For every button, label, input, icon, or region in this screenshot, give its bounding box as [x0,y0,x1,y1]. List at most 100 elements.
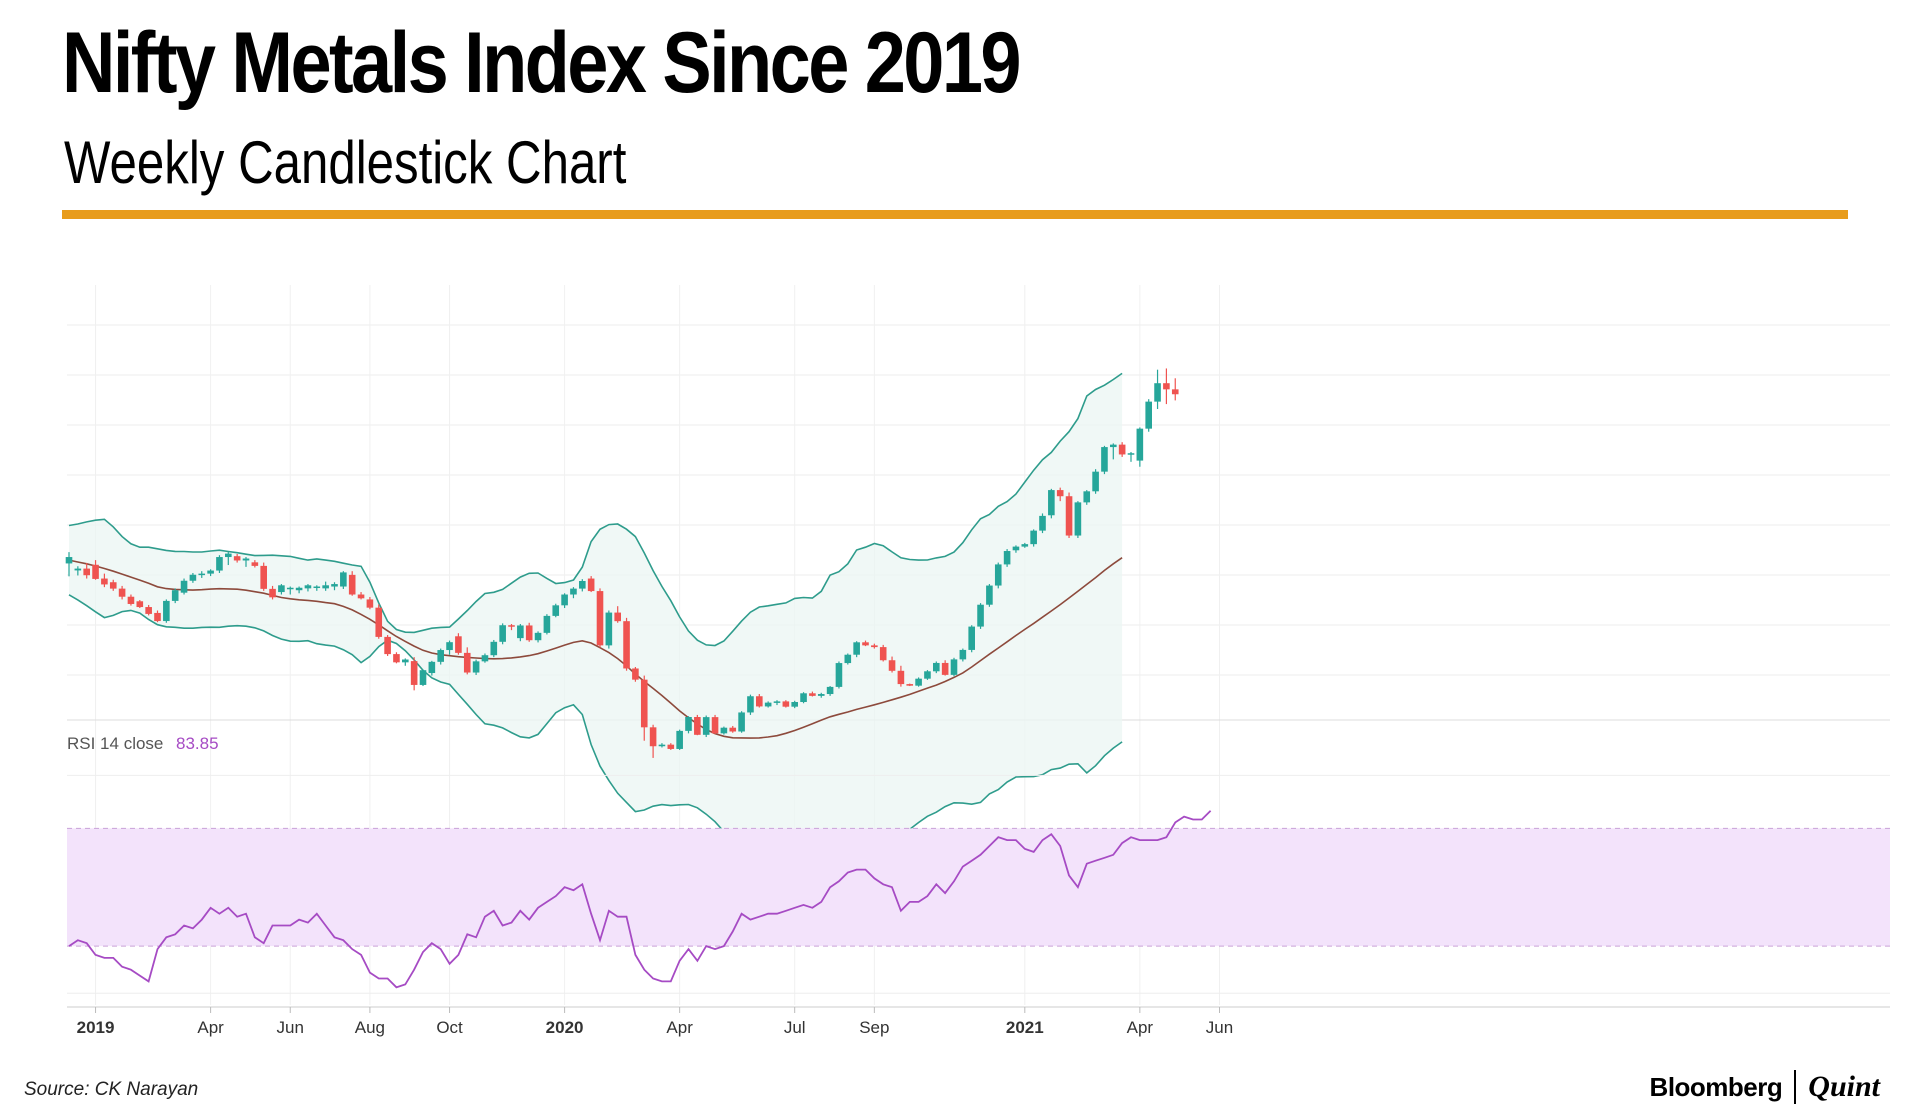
candle [977,603,984,629]
candle [1145,399,1152,432]
candle [446,640,453,655]
candle [278,584,285,595]
x-axis: 2019 Apr Jun Aug Oct 2020 Apr Jul Sep 2021 Apr Jun [67,1006,1890,1037]
candle [1065,492,1073,538]
candle [844,653,852,665]
candle [384,635,391,656]
candle [915,677,922,687]
x-tick-label: Jun [1206,1018,1233,1037]
candle [543,614,551,635]
x-tick-label: Apr [1127,1018,1154,1037]
candle [481,653,489,663]
candle [357,592,365,600]
bollinger-bands [68,372,1123,870]
candle [366,596,374,610]
rsi-grid [67,774,1890,994]
candles [65,368,1179,758]
candle [322,581,329,591]
candle [605,610,613,649]
candle [614,606,621,623]
candle [756,694,763,708]
candle [428,660,436,676]
candle [313,585,321,591]
page-subtitle: Weekly Candlestick Chart [64,129,627,196]
candle [552,603,560,618]
candle [463,647,471,675]
candle [171,588,179,604]
candle [242,557,250,567]
candle [331,582,338,591]
candle [941,660,949,676]
candle [596,588,604,648]
candle [1003,549,1011,567]
candle [747,694,754,715]
candle [1056,487,1064,502]
candle [871,643,878,649]
candle [694,714,701,736]
bollinger-lower [68,594,1123,870]
candle [1083,490,1091,505]
candle [587,576,595,593]
candle [888,656,896,673]
candle [455,633,462,655]
candle [702,715,710,738]
candle [517,624,524,642]
candle [632,667,639,682]
candle [136,600,144,609]
accent-rule [62,210,1848,219]
rsi-line [68,810,1212,989]
x-tick-label: Sep [859,1018,889,1037]
x-tick-label: Apr [197,1018,224,1037]
candle [1101,445,1108,475]
candle [127,594,135,606]
candle [525,622,533,642]
candle [118,585,126,600]
candle [817,692,825,698]
candle [623,617,630,671]
candle [1118,442,1126,457]
candle [92,560,99,580]
candle [853,641,860,658]
candle [340,571,347,589]
bollinger-upper [68,372,1123,647]
candle [782,700,790,708]
x-tick-label: Jun [277,1018,304,1037]
candle [729,725,737,733]
candle [897,665,905,687]
candle [419,669,427,687]
page-title: Nifty Metals Index Since 2019 [62,15,1022,111]
candle [437,648,444,665]
x-tick-label: Jul [784,1018,806,1037]
rsi-panel [68,810,1212,989]
candle [791,700,798,709]
candle [472,659,480,675]
candle [109,579,117,591]
candle [968,625,975,653]
candle [676,729,683,750]
candle [1136,427,1144,467]
x-tick-label: Apr [666,1018,693,1037]
candle [1092,469,1099,494]
candle [826,686,834,696]
candle [835,661,843,689]
candle [490,639,498,658]
candle [1171,378,1179,401]
candle [189,573,197,583]
candle [1012,545,1020,553]
candle [649,724,657,758]
candle [180,578,188,595]
candle [225,552,232,566]
candle [1039,513,1046,534]
bollinger-basis [68,557,1123,739]
candle [145,604,152,616]
x-tick-label: 2021 [1006,1018,1044,1037]
candle [933,661,940,674]
brand-bloomberg: Bloomberg [1649,1071,1783,1102]
candle [393,652,400,664]
candle [233,553,241,563]
candle [348,571,356,596]
candle [685,716,692,734]
candle [402,658,409,666]
candle [640,675,648,741]
